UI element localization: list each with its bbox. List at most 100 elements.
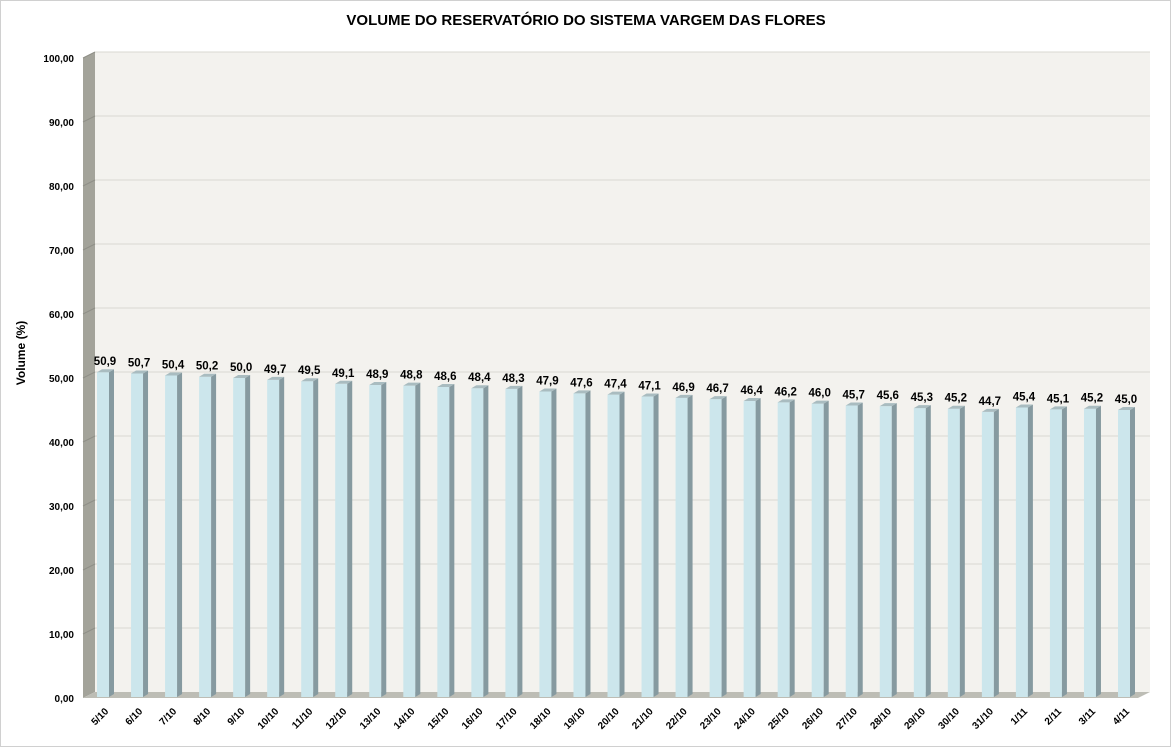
bar-side xyxy=(687,394,693,697)
bar xyxy=(573,393,586,697)
bar xyxy=(981,411,994,697)
bar xyxy=(811,403,824,697)
data-label: 50,4 xyxy=(162,359,185,371)
bar xyxy=(97,372,109,697)
bar-side xyxy=(925,405,931,697)
bar-side xyxy=(1027,404,1033,697)
data-label: 49,5 xyxy=(298,365,321,377)
bar-side xyxy=(721,396,727,697)
data-label: 47,1 xyxy=(638,381,661,393)
gridline-side xyxy=(82,435,96,443)
bar-side xyxy=(517,385,523,697)
y-tick-label: 20,00 xyxy=(49,566,74,577)
bar-side xyxy=(279,376,285,697)
bar-side xyxy=(211,373,217,697)
bar xyxy=(369,385,382,697)
bar-top xyxy=(471,385,489,389)
data-label: 47,4 xyxy=(604,379,627,391)
bar xyxy=(267,379,280,697)
bar-top xyxy=(437,383,455,387)
bar-side xyxy=(1061,406,1067,697)
data-label: 47,6 xyxy=(570,377,592,389)
bar xyxy=(403,385,416,697)
gridline-side xyxy=(82,627,96,635)
bar-side xyxy=(823,400,829,697)
bar-side xyxy=(585,390,591,697)
gridline-side xyxy=(82,179,96,187)
data-label: 45,7 xyxy=(843,390,865,402)
bar-side xyxy=(619,391,625,697)
bar-top xyxy=(1015,404,1033,408)
bar-top xyxy=(165,372,183,376)
bar-side xyxy=(993,408,999,697)
bar-side xyxy=(1095,405,1101,697)
data-label: 50,7 xyxy=(128,358,150,370)
data-label: 50,9 xyxy=(94,356,116,368)
bar xyxy=(777,402,790,697)
y-tick-label: 90,00 xyxy=(49,118,74,129)
bar-top xyxy=(913,405,931,409)
bar xyxy=(1049,409,1062,697)
data-label: 48,9 xyxy=(366,369,388,381)
bar-top xyxy=(1083,405,1101,409)
bar-top xyxy=(97,369,114,373)
bar-top xyxy=(403,382,421,386)
bar-side xyxy=(347,380,353,697)
bar-top xyxy=(573,390,591,394)
bar-top xyxy=(607,391,625,395)
gridline-side xyxy=(82,499,96,507)
bar xyxy=(199,376,212,697)
chart-title: VOLUME DO RESERVATÓRIO DO SISTEMA VARGEM… xyxy=(346,11,825,29)
y-tick-label: 50,00 xyxy=(49,374,74,385)
bar xyxy=(913,408,926,697)
data-label: 45,6 xyxy=(877,390,899,402)
bar-side xyxy=(789,399,795,697)
gridline-side xyxy=(82,51,96,59)
bar-top xyxy=(539,388,557,392)
bar xyxy=(607,394,620,697)
bar xyxy=(471,388,484,697)
data-label: 47,9 xyxy=(536,375,558,387)
gridline-side xyxy=(82,371,96,379)
bar-side xyxy=(1130,407,1135,697)
data-label: 49,1 xyxy=(332,368,355,380)
bar xyxy=(947,408,960,697)
bar xyxy=(131,373,144,697)
bar-side xyxy=(653,393,659,697)
bar xyxy=(505,388,518,697)
bar xyxy=(743,401,756,697)
bar-side xyxy=(245,375,251,697)
bar xyxy=(301,381,314,697)
gridline-side xyxy=(82,115,96,123)
data-label: 50,2 xyxy=(196,361,218,373)
bar-side xyxy=(449,383,455,697)
bar xyxy=(675,397,688,697)
y-tick-label: 80,00 xyxy=(49,182,74,193)
bar-top xyxy=(1118,407,1135,410)
data-label: 45,3 xyxy=(911,392,933,404)
bar xyxy=(1118,410,1130,697)
bar-side xyxy=(857,402,863,697)
data-label: 44,7 xyxy=(979,396,1001,408)
data-label: 48,8 xyxy=(400,370,423,382)
y-tick-label: 0,00 xyxy=(55,694,75,705)
bar-top xyxy=(199,373,217,377)
bar-top xyxy=(1049,406,1067,410)
data-label: 48,6 xyxy=(434,371,456,383)
data-label: 48,3 xyxy=(502,373,524,385)
data-label: 49,7 xyxy=(264,364,286,376)
data-label: 50,0 xyxy=(230,362,252,374)
data-label: 46,4 xyxy=(740,385,763,397)
data-label: 45,0 xyxy=(1115,394,1137,406)
bar xyxy=(1083,408,1096,697)
bar-top xyxy=(233,375,251,378)
bar xyxy=(165,375,178,697)
data-label: 48,4 xyxy=(468,372,491,384)
bar xyxy=(539,391,552,697)
bar xyxy=(1015,407,1028,697)
data-label: 46,9 xyxy=(672,382,694,394)
bar xyxy=(709,399,722,697)
bar-top xyxy=(675,394,693,398)
y-tick-label: 100,00 xyxy=(43,54,74,65)
